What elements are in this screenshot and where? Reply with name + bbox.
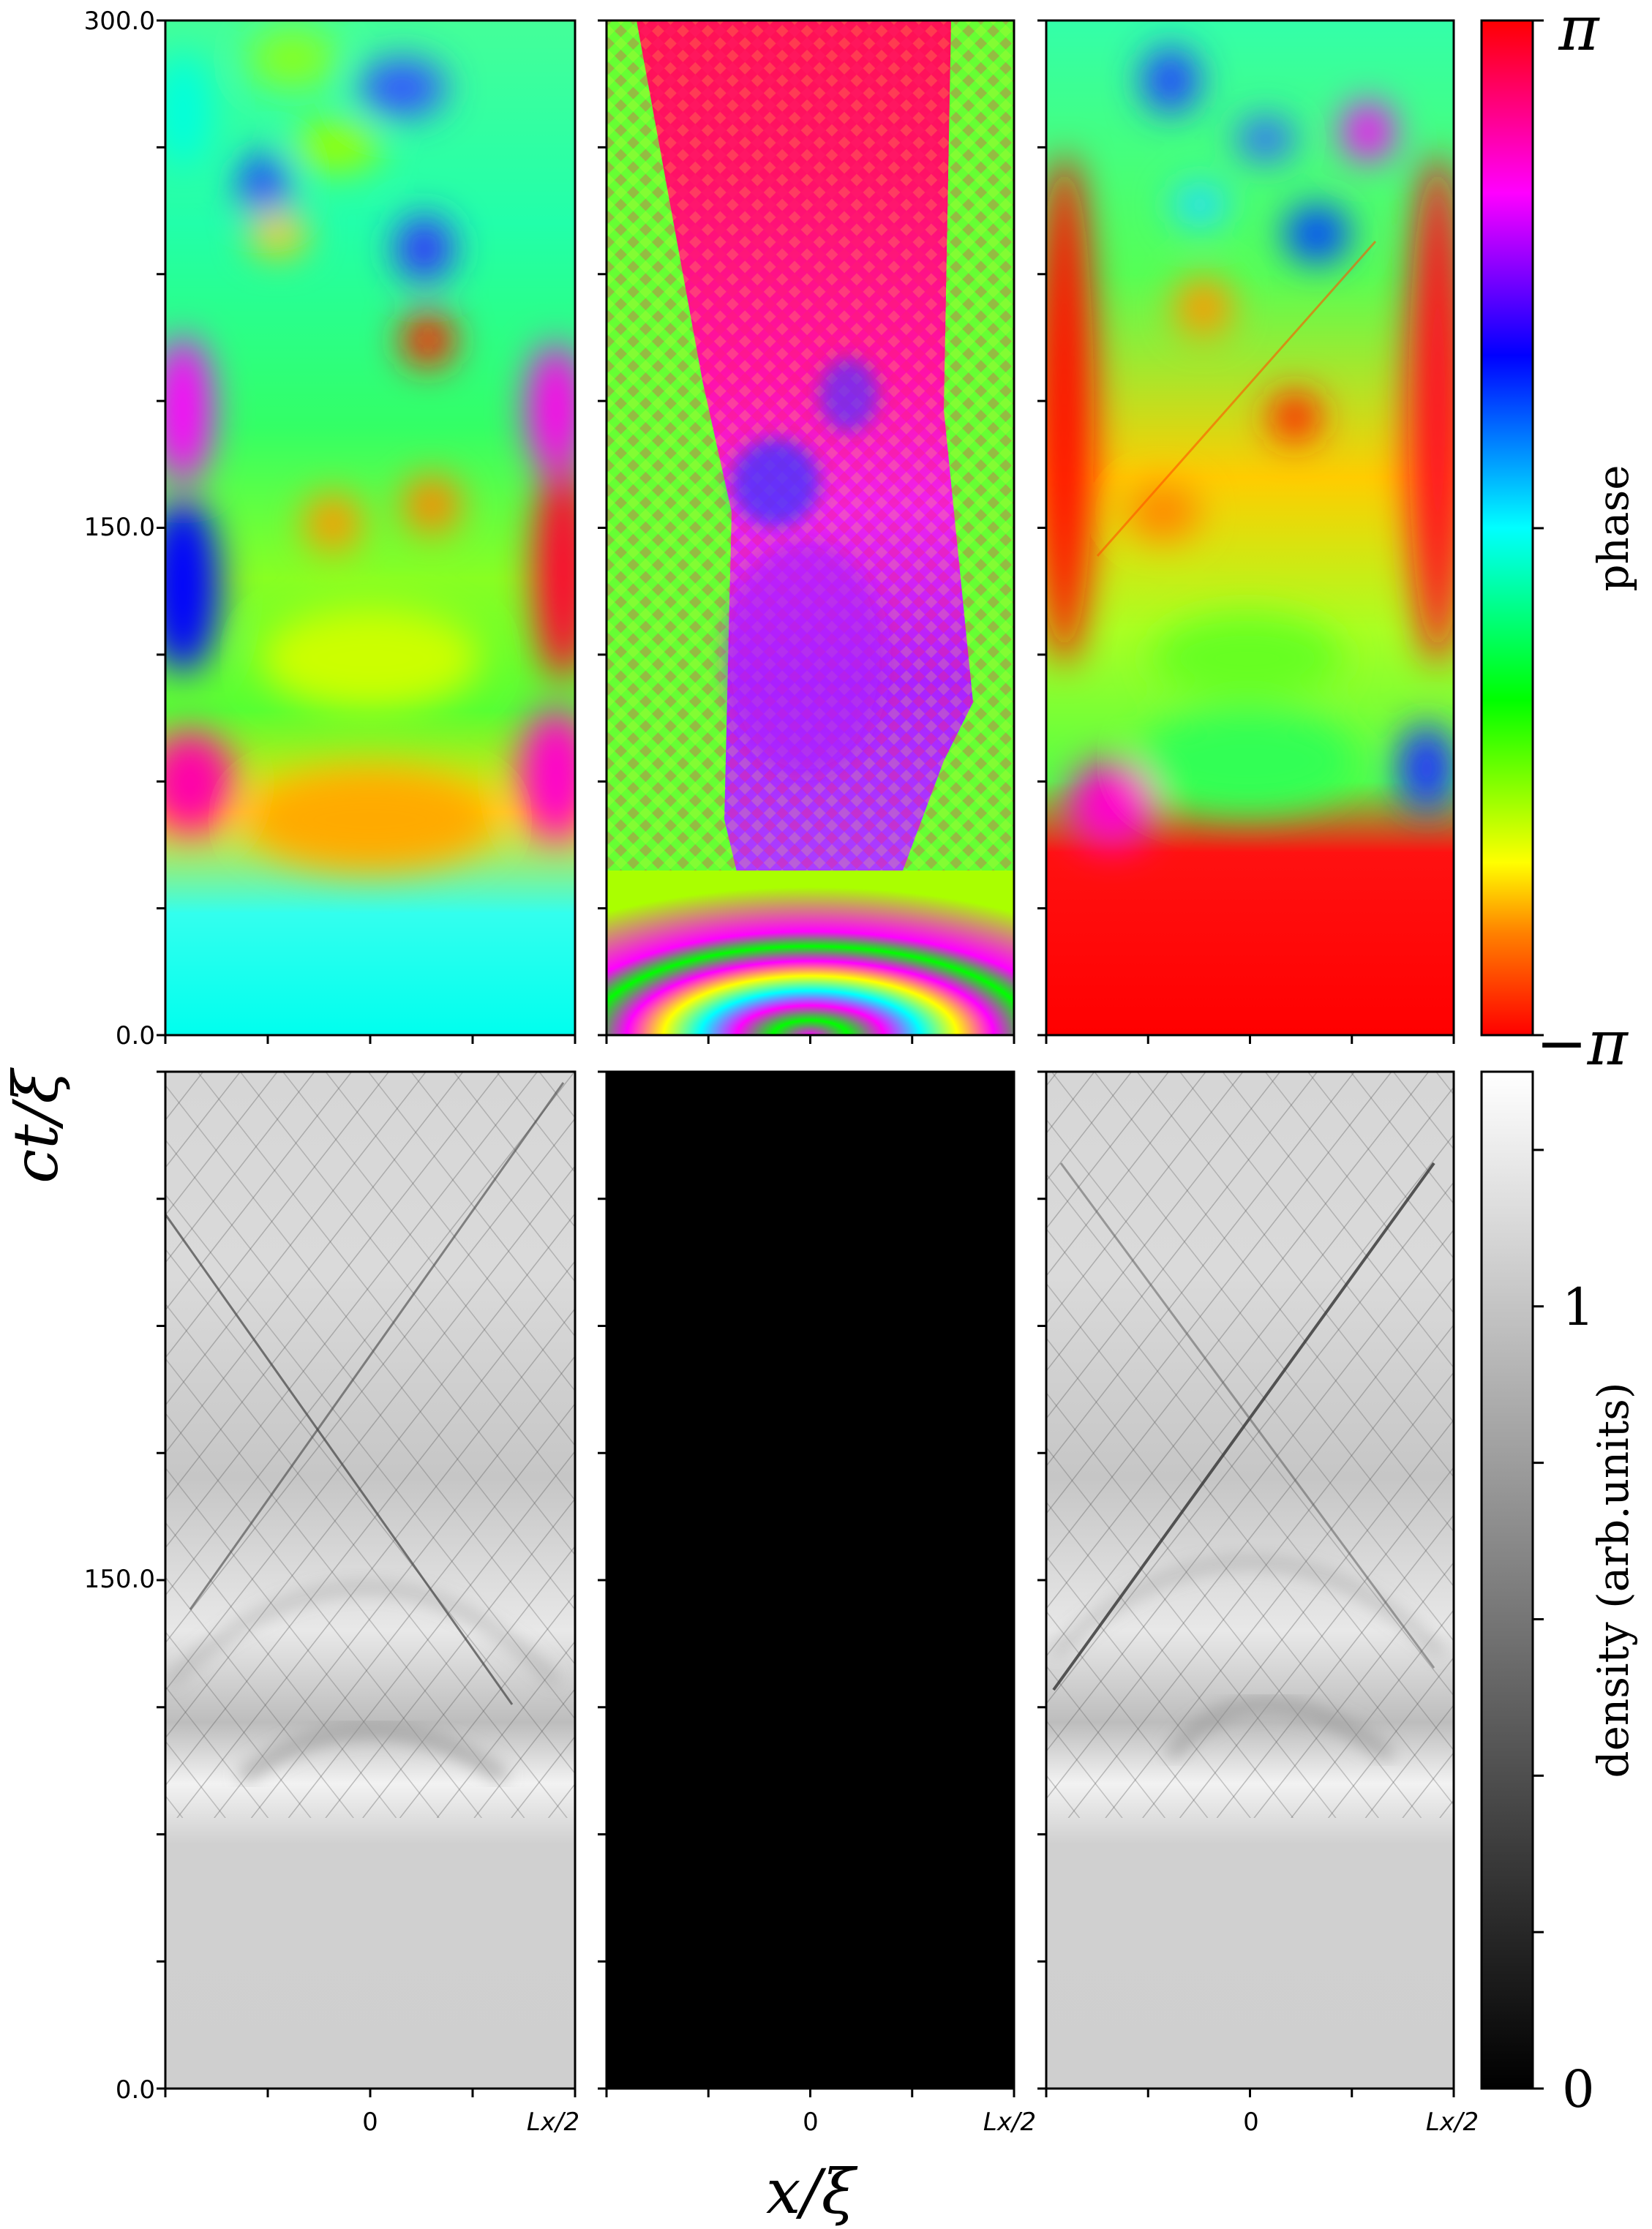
density-panel-middle bbox=[607, 1072, 1014, 2089]
ytick-bottom-0: 0.0 bbox=[116, 2075, 155, 2105]
density-colorbar-label: density (arb.units) bbox=[1588, 1382, 1638, 1778]
ytick-top-0: 0.0 bbox=[116, 1021, 155, 1050]
density-panel-left bbox=[165, 1072, 575, 2089]
phase-colorbar: π −π phase bbox=[1480, 0, 1638, 1079]
x-axis-label: x/ξ bbox=[766, 2156, 858, 2228]
tick-labels: 0.0 150.0 300.0 0.0 150.0 0 Lx/2 0 Lx/2 … bbox=[84, 7, 1479, 2137]
xtick-right-lx2: Lx/2 bbox=[1426, 2108, 1479, 2137]
ytick-bottom-150: 150.0 bbox=[84, 1565, 155, 1594]
ytick-top-150: 150.0 bbox=[84, 513, 155, 542]
axis-ticks bbox=[157, 19, 1455, 2097]
density-colorbar-tick-label: 0 bbox=[1562, 2059, 1595, 2119]
density-colorbar-tick-label: 1 bbox=[1562, 1277, 1595, 1337]
ytick-top-300: 300.0 bbox=[84, 7, 155, 36]
phase-panel-left bbox=[165, 20, 575, 1035]
phase-colorbar-label: phase bbox=[1588, 465, 1638, 591]
phase-colorbar-max: π bbox=[1558, 0, 1600, 64]
xtick-left-0: 0 bbox=[362, 2108, 378, 2137]
phase-panel-right bbox=[1046, 20, 1454, 1035]
density-panel-right bbox=[1046, 1072, 1454, 2089]
xtick-middle-0: 0 bbox=[803, 2108, 819, 2137]
xtick-left-lx2: Lx/2 bbox=[527, 2108, 579, 2137]
y-axis-label: ct/ξ bbox=[0, 1067, 72, 1184]
phase-colorbar-min: −π bbox=[1536, 1007, 1629, 1079]
xtick-middle-lx2: Lx/2 bbox=[983, 2108, 1036, 2137]
phase-panel-middle bbox=[607, 20, 1014, 1035]
density-colorbar: 0 1 density (arb.units) bbox=[1480, 1070, 1638, 2119]
xtick-right-0: 0 bbox=[1243, 2108, 1259, 2137]
